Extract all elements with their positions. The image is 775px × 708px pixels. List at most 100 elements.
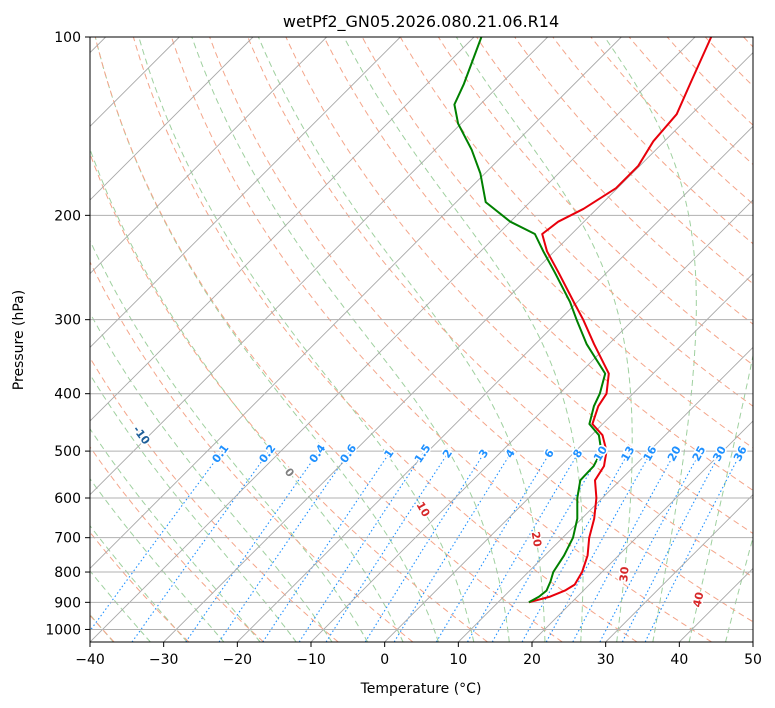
mixing-ratio-line: [364, 450, 486, 642]
plot-frame: [89, 36, 754, 643]
plot-area: -100-90-80-70-60-50-40-30-20-10010203040…: [56, 37, 775, 642]
mixing-ratio-line: [491, 450, 603, 642]
dry-adiabat-line: [323, 37, 753, 491]
moist-adiabat-line: [138, 37, 475, 642]
mixing-ratio-label: 20: [665, 444, 684, 464]
isotherm-line: [90, 37, 622, 569]
isotherm-line: [90, 37, 401, 348]
dry-adiabat-line: [743, 37, 753, 48]
y-axis-label: Pressure (hPa): [11, 290, 27, 390]
moist-adiabat-line: [688, 353, 753, 642]
dry-adiabat-line: [399, 37, 753, 407]
mixing-ratio-line: [262, 450, 392, 642]
moist-adiabat-label: 10: [414, 500, 433, 520]
mixing-ratio-line: [572, 450, 677, 642]
isotherm-line: [679, 567, 753, 642]
x-tick-label: 50: [744, 652, 762, 668]
y-tick-label: 600: [54, 491, 81, 507]
x-axis-ticks: −40 −30 −20 −10 0 10 20 30 40 50: [75, 642, 762, 668]
x-tick-label: 10: [449, 652, 467, 668]
dewpoint-line: [453, 37, 607, 604]
mixing-ratio-label: 16: [641, 444, 660, 464]
moist-adiabat-line: [257, 37, 546, 642]
mixing-ratio-label: 25: [690, 444, 709, 464]
dry-adiabat-line: [90, 260, 414, 642]
mixing-ratio-line: [521, 450, 630, 642]
x-tick-label: 20: [523, 652, 541, 668]
mixing-ratio-label: 0.6: [337, 442, 359, 466]
dry-adiabat-line: [590, 37, 753, 205]
mixing-ratio-line: [131, 450, 270, 642]
moist-adiabat-line: [343, 37, 584, 642]
isotherm-line: [531, 420, 753, 642]
y-tick-label: 700: [54, 531, 81, 547]
y-tick-label: 900: [54, 595, 81, 611]
y-tick-label: 1000: [45, 622, 81, 638]
isobars: [90, 37, 753, 630]
mixing-ratio-label: 6: [542, 447, 557, 461]
profile-series: [453, 37, 713, 604]
moist-adiabat-line: [90, 570, 151, 642]
dry-adiabat-line: [514, 37, 753, 285]
dry-adiabats: [90, 37, 753, 642]
isotherm-line: [237, 125, 753, 642]
line-labels: -100-90-80-70-60-50-40-30-20-10010203040…: [56, 400, 752, 610]
mixing-ratio-line: [435, 450, 552, 642]
moist-adiabat-label: 20: [529, 531, 544, 549]
mixing-ratio-lines: [90, 450, 743, 642]
isotherm-line: [384, 273, 753, 642]
mixing-ratio-label: 0.2: [256, 442, 278, 465]
x-axis-label: Temperature (°C): [360, 681, 482, 697]
moist-adiabat-line: [90, 373, 297, 642]
x-tick-label: −20: [223, 652, 253, 668]
isotherm-line: [90, 37, 475, 422]
y-tick-label: 500: [54, 444, 81, 460]
dry-adiabat-line: [666, 37, 753, 126]
isotherm-line: [90, 37, 254, 201]
mixing-ratio-label: 36: [731, 444, 750, 464]
x-tick-label: 40: [670, 652, 688, 668]
moist-adiabat-label: 30: [617, 566, 632, 583]
mixing-ratio-line: [467, 450, 580, 642]
dry-adiabat-line: [90, 446, 264, 642]
dry-adiabat-line: [90, 531, 190, 642]
dry-adiabat-line: [209, 37, 753, 623]
mixing-ratio-label: 1: [381, 447, 396, 461]
moist-adiabat-line: [90, 239, 368, 642]
x-tick-label: 30: [597, 652, 615, 668]
isotherm-line: [90, 37, 696, 642]
x-tick-label: −30: [149, 652, 179, 668]
moist-adiabats: [90, 37, 775, 642]
mixing-ratio-label: 4: [503, 447, 518, 461]
dry-adiabat-line: [94, 37, 563, 642]
chart-title: wetPf2_GN05.2026.080.21.06.R14: [283, 12, 559, 32]
dry-adiabat-line: [628, 37, 753, 166]
moist-adiabat-line: [604, 37, 697, 642]
moist-adiabat-label: 0: [282, 466, 297, 480]
moist-adiabat-line: [90, 525, 188, 642]
isotherm-line: [752, 641, 753, 642]
temperature-line: [528, 37, 713, 604]
dry-adiabat-line: [437, 37, 753, 366]
mixing-ratio-label: 10: [591, 444, 610, 464]
isotherm-line: [90, 37, 548, 496]
dry-adiabat-line: [704, 37, 753, 87]
isotherm-line: [605, 494, 753, 642]
moist-adiabat-label: 40: [690, 590, 706, 608]
mixing-ratio-line: [545, 450, 653, 642]
moist-adiabat-line: [94, 37, 439, 642]
dry-adiabat-line: [171, 37, 712, 642]
mixing-ratio-label: 0.4: [307, 442, 329, 466]
y-tick-label: 100: [54, 30, 81, 46]
moist-adiabat-line: [762, 37, 775, 642]
isotherm-line: [458, 346, 753, 642]
moist-adiabat-line: [455, 37, 633, 642]
dry-adiabat-line: [132, 37, 638, 642]
dry-adiabat-label: -20: [56, 400, 78, 424]
isotherm-line: [90, 37, 327, 275]
moist-adiabat-line: [90, 478, 225, 642]
dry-adiabat-line: [90, 152, 488, 642]
mixing-ratio-label: 13: [619, 444, 638, 464]
mixing-ratio-line: [90, 450, 223, 632]
